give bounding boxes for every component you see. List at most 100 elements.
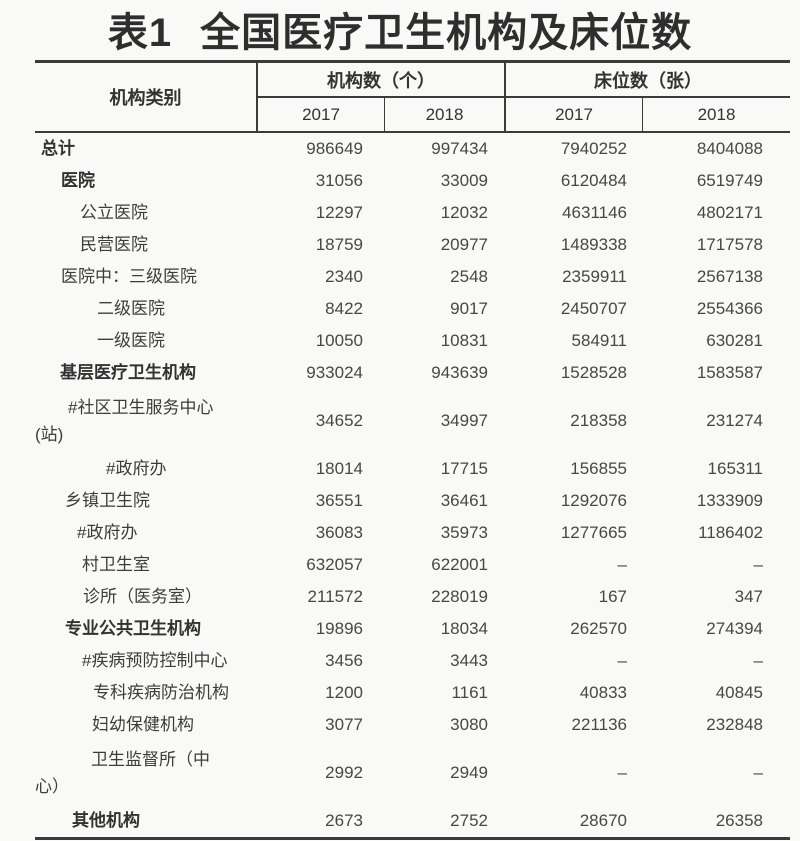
table-row: 村卫生室 632057 622001 – – [35, 549, 790, 581]
cell-value: 1186402 [698, 523, 763, 542]
row-label-line: #社区卫生服务中心 [68, 398, 214, 417]
cell-value: 40845 [715, 683, 763, 702]
table-row: 民营医院 18759 20977 1489338 1717578 [35, 229, 790, 261]
table-title: 表1 全国医疗卫生机构及床位数 [0, 0, 800, 60]
header-group-institutions: 机构数（个） [258, 63, 506, 98]
row-label-line: 诊所（医务室） [83, 587, 202, 606]
cell-value: 19896 [315, 619, 363, 638]
table-row: #疾病预防控制中心 3456 3443 – – [35, 645, 790, 677]
cell-value: 6120484 [560, 171, 627, 190]
row-label: 医院 [35, 165, 258, 197]
cell-value: 933024 [306, 363, 363, 382]
cell-value: – [753, 555, 763, 574]
table-row: 医院中：三级医院 2340 2548 2359911 2567138 [35, 261, 790, 293]
row-label: 一级医院 [35, 325, 258, 357]
row-label-line: #政府办 [106, 459, 167, 478]
table-row: 专科疾病防治机构 1200 1161 40833 40845 [35, 677, 790, 709]
cell-value: 622001 [431, 555, 488, 574]
row-label-line: 卫生监督所（中 [91, 750, 210, 769]
cell-value: 2752 [450, 811, 488, 830]
cell-value: 943639 [431, 363, 488, 382]
row-label: 医院中：三级医院 [35, 261, 258, 293]
cell-value: 1717578 [696, 235, 763, 254]
cell-value: 2359911 [562, 267, 627, 286]
cell-value: 2673 [325, 811, 363, 830]
header-year-beds-2018: 2018 [697, 104, 736, 124]
cell-value: 2548 [450, 267, 488, 286]
table-body: 总计 986649 997434 7940252 8404088 医院 31056 33009… [35, 133, 790, 837]
cell-value: 8422 [325, 299, 363, 318]
table-row: 总计 986649 997434 7940252 8404088 [35, 133, 790, 165]
cell-value: 3456 [325, 651, 363, 670]
row-label-line: 基层医疗卫生机构 [60, 363, 196, 382]
cell-value: 986649 [306, 139, 363, 158]
cell-value: 630281 [706, 331, 763, 350]
row-label: 公立医院 [35, 197, 258, 229]
table-row: 乡镇卫生院 36551 36461 1292076 1333909 [35, 485, 790, 517]
cell-value: 40833 [579, 683, 627, 702]
cell-value: – [753, 651, 763, 670]
cell-value: 347 [734, 587, 763, 606]
row-label-wrap-line: 心） [35, 777, 69, 796]
cell-value: 12297 [315, 203, 363, 222]
header-year-institutions-2017: 2017 [258, 98, 385, 131]
cell-value: 262570 [570, 619, 627, 638]
cell-value: 1489338 [560, 235, 627, 254]
row-label: 二级医院 [35, 293, 258, 325]
cell-value: 10050 [315, 331, 363, 350]
row-label: #政府办 [35, 517, 258, 549]
cell-value: 2450707 [560, 299, 627, 318]
table-row: 妇幼保健机构 3077 3080 221136 232848 [35, 709, 790, 741]
row-label-line: 村卫生室 [82, 555, 150, 574]
row-label: 诊所（医务室） [35, 581, 258, 613]
row-label: #社区卫生服务中心 (站) [35, 389, 258, 453]
cell-value: 2949 [450, 763, 488, 782]
cell-value: 1292076 [560, 491, 627, 510]
cell-value: 2992 [325, 763, 363, 782]
row-label: 专业公共卫生机构 [35, 613, 258, 645]
cell-value: 36461 [440, 491, 488, 510]
row-label: 专科疾病防治机构 [35, 677, 258, 709]
cell-value: 7940252 [560, 139, 627, 158]
table-row: #社区卫生服务中心 (站) 34652 34997 218358 231274 [35, 389, 790, 453]
cell-value: 18034 [440, 619, 488, 638]
table-row: 二级医院 8422 9017 2450707 2554366 [35, 293, 790, 325]
header-year-beds-2017: 2017 [506, 98, 643, 131]
cell-value: – [617, 763, 627, 782]
cell-value: 4631146 [562, 203, 627, 222]
table-row: 其他机构 2673 2752 28670 26358 [35, 805, 790, 837]
row-label-line: 专业公共卫生机构 [65, 619, 201, 638]
cell-value: 35973 [440, 523, 488, 542]
cell-value: 36551 [315, 491, 363, 510]
table-row: 专业公共卫生机构 19896 18034 262570 274394 [35, 613, 790, 645]
cell-value: 20977 [440, 235, 488, 254]
row-label: 民营医院 [35, 229, 258, 261]
row-label: 总计 [35, 133, 258, 165]
row-label: #疾病预防控制中心 [35, 645, 258, 677]
table-row: #政府办 36083 35973 1277665 1186402 [35, 517, 790, 549]
cell-value: 232848 [706, 715, 763, 734]
cell-value: 3080 [450, 715, 488, 734]
table-row: 医院 31056 33009 6120484 6519749 [35, 165, 790, 197]
row-label: 村卫生室 [35, 549, 258, 581]
cell-value: 231274 [706, 411, 763, 430]
cell-value: 2567138 [696, 267, 763, 286]
table-number: 表1 [107, 11, 173, 55]
cell-value: 211572 [307, 587, 363, 606]
cell-value: – [617, 555, 627, 574]
cell-value: 10831 [440, 331, 488, 350]
cell-value: 33009 [440, 171, 488, 190]
row-label-line: 专科疾病防治机构 [93, 683, 229, 702]
row-label-line: #疾病预防控制中心 [82, 651, 228, 670]
cell-value: 18014 [315, 459, 363, 478]
header-year-institutions-2018: 2018 [385, 98, 506, 131]
cell-value: 28670 [579, 811, 627, 830]
cell-value: 34652 [315, 411, 363, 430]
cell-value: 167 [598, 587, 627, 606]
cell-value: 632057 [306, 555, 363, 574]
row-label-line: 医院中：三级医院 [61, 267, 197, 286]
cell-value: 36083 [315, 523, 363, 542]
cell-value: 3077 [325, 715, 363, 734]
header-category: 机构类别 [35, 63, 258, 131]
